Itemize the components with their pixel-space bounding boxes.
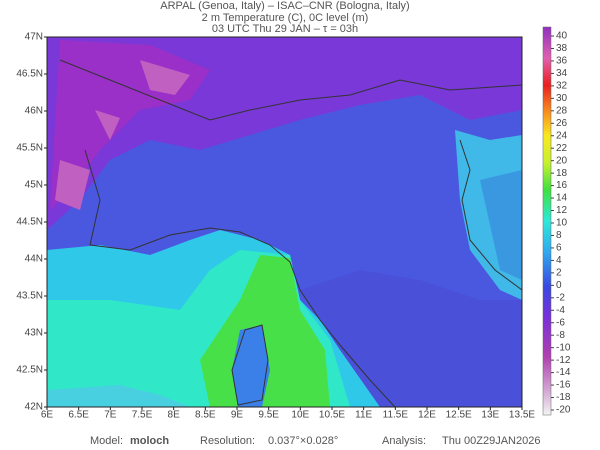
colorbar-tick-label: 6 — [556, 243, 562, 254]
colorbar-tick-label: 10 — [556, 218, 568, 229]
y-tick-label: 46N — [25, 106, 43, 117]
y-tick-label: 43N — [25, 328, 43, 339]
time-label: 03 UTC Thu 29 JAN – τ = 03h — [212, 23, 358, 35]
colorbar-tick-label: 12 — [556, 205, 568, 216]
colorbar-tick-label: 22 — [556, 143, 568, 154]
colorbar-tick-label: 36 — [556, 56, 568, 67]
colorbar-tick-label: 30 — [556, 93, 568, 104]
colorbar-tick-label: 18 — [556, 168, 568, 179]
x-tick-label: 11.5E — [383, 410, 409, 421]
colorbar — [542, 26, 552, 416]
colorbar-tick-label: -18 — [556, 392, 571, 403]
x-tick-label: 9E — [231, 410, 244, 421]
colorbar-tick-label: 40 — [556, 31, 568, 42]
y-tick-label: 42.5N — [16, 365, 43, 376]
colorbar-tick-label: 24 — [556, 130, 568, 141]
x-tick-label: 10E — [291, 410, 309, 421]
x-axis: 6E 6.5E 7E 7.5E 8E 8.5E 9E 9.5E 10E 10.5E 11E 11.5E… — [41, 407, 535, 421]
x-tick-label: 11E — [355, 410, 372, 421]
y-tick-label: 42N — [25, 402, 43, 413]
subtitle: 2 m Temperature (C), 0C level (m) — [202, 12, 369, 24]
footer: Model: moloch Resolution: 0.037°×0.028° … — [90, 435, 540, 447]
colorbar-tick-label: -6 — [556, 317, 565, 328]
colorbar-tick-label: -14 — [556, 367, 571, 378]
colorbar-tick-label: 0 — [556, 280, 562, 291]
y-tick-label: 45.5N — [16, 143, 43, 154]
y-tick-label: 43.5N — [16, 291, 43, 302]
temperature-field — [47, 37, 522, 407]
colorbar-tick-label: -8 — [556, 330, 565, 341]
colorbar-tick-label: 32 — [556, 81, 568, 92]
y-tick-label: 45N — [25, 180, 43, 191]
resolution-label: Resolution: — [200, 435, 255, 447]
colorbar-tick-label: 26 — [556, 118, 568, 129]
colorbar-tick-label: 8 — [556, 230, 562, 241]
x-tick-label: 6.5E — [68, 410, 89, 421]
y-tick-label: 47N — [25, 32, 43, 43]
title: ARPAL (Genoa, Italy) – ISAC–CNR (Bologna… — [160, 0, 409, 12]
colorbar-tick-label: 16 — [556, 180, 568, 191]
x-tick-label: 8E — [168, 410, 181, 421]
colorbar-tick-label: 20 — [556, 155, 568, 166]
header: ARPAL (Genoa, Italy) – ISAC–CNR (Bologna… — [160, 0, 409, 35]
x-tick-label: 12.5E — [446, 410, 472, 421]
colorbar-tick-label: 2 — [556, 268, 562, 279]
y-tick-label: 44N — [25, 254, 43, 265]
x-tick-label: 12E — [418, 410, 436, 421]
y-tick-label: 44.5N — [16, 217, 43, 228]
colorbar-ticks: 4038363432302826242220181614121086420-2-… — [551, 31, 571, 416]
colorbar-tick-label: -4 — [556, 305, 565, 316]
colorbar-tick-label: 38 — [556, 43, 568, 54]
colorbar-tick-label: -12 — [556, 355, 571, 366]
x-tick-label: 6E — [41, 410, 54, 421]
model: moloch — [130, 435, 169, 447]
x-tick-label: 8.5E — [195, 410, 216, 421]
colorbar-tick-label: 14 — [556, 193, 568, 204]
x-tick-label: 13E — [481, 410, 499, 421]
x-tick-label: 7.5E — [132, 410, 153, 421]
x-tick-label: 13.5E — [509, 410, 535, 421]
y-axis: 47N 46.5N 46N 45.5N 45N 44.5N 44N 43.5N 43N 42.5N… — [16, 32, 47, 413]
colorbar-tick-label: -16 — [556, 380, 571, 391]
y-tick-label: 46.5N — [16, 69, 43, 80]
analysis-label: Analysis: — [382, 435, 426, 447]
colorbar-tick-label: 4 — [556, 255, 562, 266]
analysis: Thu 00Z29JAN2026 — [442, 435, 540, 447]
colorbar-tick-label: -2 — [556, 292, 565, 303]
colorbar-tick-label: 34 — [556, 68, 568, 79]
colorbar-tick-label: -20 — [556, 405, 571, 416]
x-tick-label: 7E — [104, 410, 117, 421]
x-tick-label: 10.5E — [319, 410, 345, 421]
colorbar-tick-label: 28 — [556, 105, 568, 116]
x-tick-label: 9.5E — [258, 410, 279, 421]
resolution: 0.037°×0.028° — [268, 435, 338, 447]
model-label: Model: — [90, 435, 123, 447]
colorbar-tick-label: -10 — [556, 342, 571, 353]
